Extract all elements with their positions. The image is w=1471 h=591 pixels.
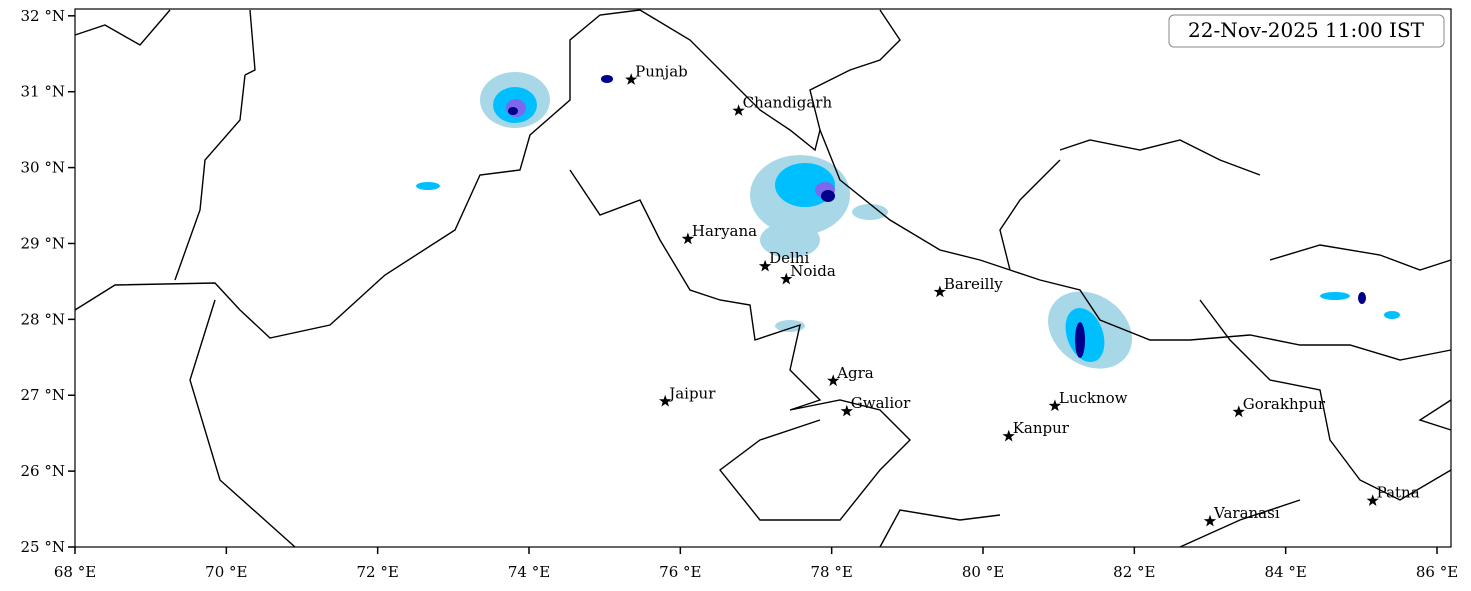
title-box	[1168, 14, 1445, 48]
city-label: Lucknow	[1059, 389, 1128, 407]
frame	[74, 8, 1452, 548]
y-tick-label: 28 °N	[21, 310, 65, 328]
x-tick-label: 72 °E	[357, 563, 399, 581]
city-label: Haryana	[692, 222, 757, 240]
y-tick-label: 30 °N	[21, 159, 65, 177]
city-marker	[840, 404, 853, 417]
x-tick-label: 86 °E	[1416, 563, 1458, 581]
x-tick-label: 68 °E	[54, 563, 96, 581]
city-marker	[659, 394, 672, 407]
city-label: Noida	[790, 262, 836, 280]
city-marker	[1232, 405, 1245, 418]
city-marker	[732, 104, 745, 116]
y-tick-label: 25 °N	[21, 538, 65, 556]
city-marker	[625, 73, 638, 85]
city-label: Chandigarh	[743, 94, 833, 112]
x-tick-label: 84 °E	[1265, 563, 1307, 581]
y-tick-label: 26 °N	[21, 462, 65, 480]
x-tick-label: 70 °E	[205, 563, 247, 581]
y-tick-label: 32 °N	[21, 7, 65, 25]
title: 22-Nov-2025 11:00 IST	[1188, 18, 1425, 42]
y-tick-label: 29 °N	[21, 234, 65, 252]
city-label: Punjab	[635, 63, 688, 81]
y-tick-label: 31 °N	[21, 83, 65, 101]
city-label: Bareilly	[944, 275, 1003, 293]
x-tick-label: 76 °E	[659, 563, 701, 581]
x-tick-label: 82 °E	[1113, 563, 1155, 581]
city-label: Kanpur	[1013, 419, 1070, 437]
city-label: Delhi	[769, 249, 809, 267]
city-label: Varanasi	[1213, 504, 1280, 522]
city-marker	[1203, 514, 1217, 527]
city-marker	[758, 259, 772, 272]
city-marker	[780, 272, 793, 285]
city-label: Gwalior	[851, 394, 911, 412]
city-marker	[827, 374, 840, 387]
city-marker	[933, 285, 947, 298]
city-label: Gorakhpur	[1243, 395, 1326, 413]
city-marker	[1002, 429, 1015, 442]
city-marker	[681, 232, 695, 245]
x-tick-label: 80 °E	[962, 563, 1004, 581]
city-marker	[1048, 399, 1062, 412]
borders	[74, 9, 1452, 548]
rainfall	[416, 72, 1400, 369]
x-tick-label: 74 °E	[508, 563, 550, 581]
city-label: Jaipur	[667, 384, 716, 402]
city-label: Agra	[836, 364, 874, 382]
city-marker	[1366, 494, 1379, 506]
y-tick-label: 27 °N	[21, 386, 65, 404]
city-label: Patna	[1377, 484, 1420, 502]
x-tick-label: 78 °E	[811, 563, 853, 581]
